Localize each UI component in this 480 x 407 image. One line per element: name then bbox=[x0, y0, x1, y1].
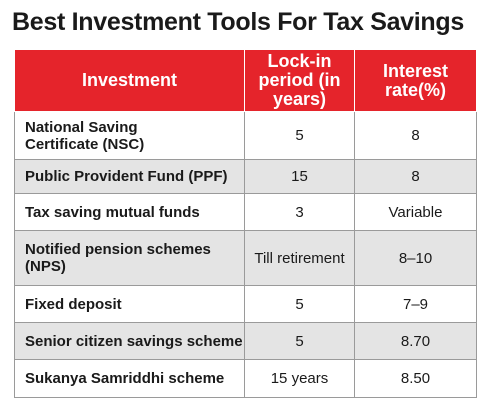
lockin-value: 5 bbox=[244, 322, 355, 360]
table-row: Notified pension schemes (NPS) Till reti… bbox=[14, 230, 477, 286]
table-row: National Saving Certificate (NSC) 5 8 bbox=[14, 111, 477, 160]
lockin-value: Till retirement bbox=[244, 230, 355, 286]
lockin-value: 15 years bbox=[244, 359, 355, 398]
rate-value: 8.70 bbox=[354, 322, 477, 360]
lockin-value: 5 bbox=[244, 285, 355, 323]
table-row: Tax saving mutual funds 3 Variable bbox=[14, 193, 477, 231]
table-row: Sukanya Samriddhi scheme 15 years 8.50 bbox=[14, 359, 477, 398]
table-row: Fixed deposit 5 7–9 bbox=[14, 285, 477, 323]
investment-name: Fixed deposit bbox=[14, 285, 245, 323]
investment-name: Senior citizen savings scheme bbox=[14, 322, 245, 360]
table-row: Public Provident Fund (PPF) 15 8 bbox=[14, 159, 477, 194]
rate-value: 8 bbox=[354, 159, 477, 194]
column-header-lockin: Lock-in period (in years) bbox=[244, 49, 355, 112]
rate-value: 8–10 bbox=[354, 230, 477, 286]
column-header-rate: Interest rate(%) bbox=[354, 49, 477, 112]
lockin-value: 5 bbox=[244, 111, 355, 160]
table-header-row: Investment Lock-in period (in years) Int… bbox=[14, 49, 477, 112]
rate-value: 7–9 bbox=[354, 285, 477, 323]
rate-value: 8 bbox=[354, 111, 477, 160]
rate-value: 8.50 bbox=[354, 359, 477, 398]
investment-name: Public Provident Fund (PPF) bbox=[14, 159, 245, 194]
investment-name: Sukanya Samriddhi scheme bbox=[14, 359, 245, 398]
investment-table: Investment Lock-in period (in years) Int… bbox=[14, 49, 477, 398]
lockin-value: 3 bbox=[244, 193, 355, 231]
table-row: Senior citizen savings scheme 5 8.70 bbox=[14, 322, 477, 360]
investment-name: Tax saving mutual funds bbox=[14, 193, 245, 231]
investment-name: Notified pension schemes (NPS) bbox=[14, 230, 245, 286]
column-header-investment: Investment bbox=[14, 49, 245, 112]
page-title: Best Investment Tools For Tax Savings bbox=[12, 8, 464, 36]
lockin-value: 15 bbox=[244, 159, 355, 194]
rate-value: Variable bbox=[354, 193, 477, 231]
investment-name: National Saving Certificate (NSC) bbox=[14, 111, 245, 160]
